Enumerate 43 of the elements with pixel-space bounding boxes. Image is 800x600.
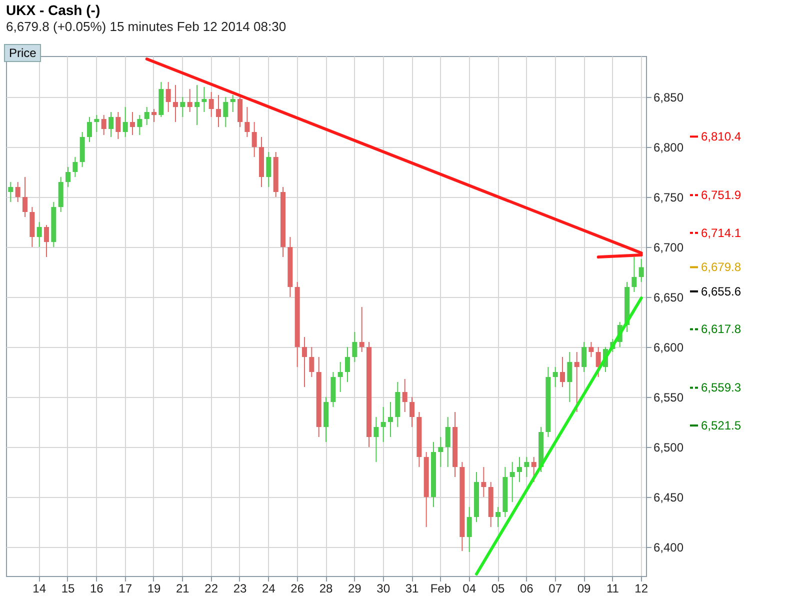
y-tick-label: 6,450 <box>654 490 684 504</box>
ref-line-label: 6,714.1 <box>701 226 742 240</box>
ref-line-label: 6,655.6 <box>701 284 742 298</box>
x-tick-label: 28 <box>319 582 333 596</box>
y-tick-label: 6,600 <box>654 340 684 354</box>
x-tick-label: 12 <box>634 582 648 596</box>
x-tick-label: 06 <box>520 582 534 596</box>
chart-subtitle: 6,679.8 (+0.05%) 15 minutes Feb 12 2014 08:30 <box>6 19 286 34</box>
x-tick-label: 04 <box>462 582 476 596</box>
ref-line-label: 6,751.9 <box>701 188 742 202</box>
x-tick-label: 09 <box>577 582 591 596</box>
ref-line-label: 6,521.5 <box>701 418 742 432</box>
x-tick-label: 26 <box>290 582 304 596</box>
y-tick-label: 6,650 <box>654 290 684 304</box>
x-tick-label: 24 <box>262 582 276 596</box>
y-tick-label: 6,400 <box>654 540 684 554</box>
x-tick-label: 07 <box>548 582 562 596</box>
x-tick-label: 22 <box>204 582 218 596</box>
x-tick-label: 16 <box>90 582 104 596</box>
ref-line-label: 6,617.8 <box>701 322 742 336</box>
chart-title: UKX - Cash (-) <box>6 2 100 18</box>
y-tick-label: 6,500 <box>654 440 684 454</box>
x-tick-label: 31 <box>405 582 419 596</box>
x-tick-label: 23 <box>233 582 247 596</box>
ref-line-label: 6,679.8 <box>701 260 742 274</box>
x-tick-label: 15 <box>61 582 75 596</box>
y-tick-label: 6,750 <box>654 190 684 204</box>
ref-line-label: 6,559.3 <box>701 380 742 395</box>
y-tick-label: 6,800 <box>654 140 684 154</box>
x-tick-label: 29 <box>348 582 362 596</box>
annotation: Price <box>4 44 42 62</box>
x-tick-label: 17 <box>118 582 132 596</box>
y-tick-label: 6,550 <box>654 390 684 404</box>
x-tick-label: 11 <box>606 582 620 596</box>
x-tick-label: 21 <box>176 582 190 596</box>
x-tick-label: Feb <box>430 582 452 596</box>
x-tick-label: 19 <box>147 582 161 596</box>
x-tick-label: 14 <box>32 582 46 596</box>
y-tick-label: 6,850 <box>654 90 684 104</box>
x-tick-label: 30 <box>376 582 390 596</box>
y-tick-label: 6,700 <box>654 240 684 254</box>
x-tick-label: 05 <box>491 582 505 596</box>
ref-line-label: 6,810.4 <box>701 130 742 144</box>
